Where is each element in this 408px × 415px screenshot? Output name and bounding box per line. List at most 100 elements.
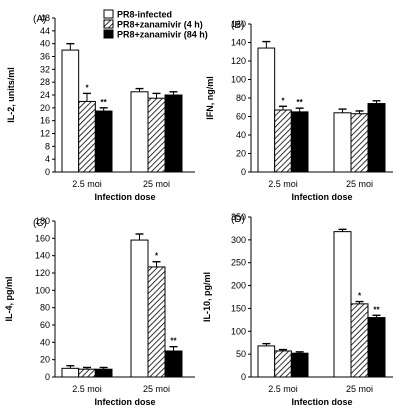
y-tick-label: 28 bbox=[40, 77, 50, 87]
bar-2-5-moi-series-3 bbox=[290, 352, 309, 378]
y-axis-label: IL-2, units/ml bbox=[6, 67, 16, 123]
legend-swatch-3 bbox=[103, 29, 114, 39]
bar-2-5-moi-series-2 bbox=[274, 350, 292, 378]
legend-swatch-1 bbox=[103, 9, 114, 19]
y-tick-label: 80 bbox=[236, 93, 246, 103]
bar-25-moi-series-1 bbox=[130, 91, 149, 173]
x-tick-label: 25 moi bbox=[346, 384, 373, 394]
y-tick-label: 350 bbox=[231, 212, 246, 222]
bar-25-moi-series-2 bbox=[350, 303, 369, 378]
y-tick-label: 120 bbox=[35, 268, 50, 278]
y-tick-label: 60 bbox=[40, 320, 50, 330]
panel-label: (D) bbox=[231, 214, 245, 225]
bar-2-5-moi-series-3 bbox=[290, 111, 309, 173]
bar-2-5-moi-series-1 bbox=[61, 367, 80, 378]
y-tick-label: 0 bbox=[241, 167, 246, 177]
y-tick-label: 8 bbox=[45, 141, 50, 151]
y-tick-label: 0 bbox=[45, 372, 50, 382]
significance-marker: * bbox=[358, 292, 362, 301]
bar-25-moi-series-2 bbox=[147, 266, 166, 378]
bar-25-moi-series-3 bbox=[367, 317, 386, 378]
bar-25-moi-series-3 bbox=[367, 103, 386, 173]
bar-25-moi-series-2 bbox=[350, 113, 369, 173]
x-tick-label: 2.5 moi bbox=[72, 384, 102, 394]
bar-2-5-moi-series-1 bbox=[61, 49, 80, 173]
chart-panel-3: 0 20 40 60 80 100 120 140 160 180(C) IL-4, pg/ml In… bbox=[4, 216, 195, 407]
y-axis-label: IFN, ng/ml bbox=[205, 76, 215, 120]
y-axis-label: IL-4, pg/ml bbox=[4, 277, 14, 322]
y-tick-label: 250 bbox=[231, 258, 246, 268]
y-tick-label: 100 bbox=[35, 285, 50, 295]
y-tick-label: 80 bbox=[40, 303, 50, 313]
x-tick-label: 2.5 moi bbox=[268, 179, 298, 189]
bar-2-5-moi-series-2 bbox=[78, 100, 96, 173]
legend-label-2: PR8+zanamivir (4 h) bbox=[117, 20, 203, 30]
y-tick-label: 180 bbox=[35, 216, 50, 226]
chart-panel-4: 0 50 100 150 200 250 300 350(D) IL-10, pg/ml Infe… bbox=[202, 212, 393, 407]
y-tick-label: 44 bbox=[40, 26, 50, 36]
y-tick-label: 300 bbox=[231, 235, 246, 245]
legend-swatch-2 bbox=[103, 19, 114, 29]
y-tick-label: 50 bbox=[236, 349, 246, 359]
bar-2-5-moi-series-3 bbox=[94, 110, 113, 173]
panel-label: (A) bbox=[33, 14, 46, 25]
panel-label: (C) bbox=[33, 218, 47, 229]
y-tick-label: 20 bbox=[40, 103, 50, 113]
y-tick-label: 160 bbox=[35, 233, 50, 243]
y-tick-label: 4 bbox=[45, 154, 50, 164]
bar-25-moi-series-2 bbox=[147, 97, 166, 173]
x-tick-label: 25 moi bbox=[143, 384, 170, 394]
bar-25-moi-series-3 bbox=[164, 94, 183, 173]
y-tick-label: 36 bbox=[40, 52, 50, 62]
x-axis-label: Infection dose bbox=[291, 192, 352, 202]
y-tick-label: 160 bbox=[231, 19, 246, 29]
y-tick-label: 16 bbox=[40, 116, 50, 126]
legend-label-3: PR8+zanamivir (84 h) bbox=[117, 30, 208, 40]
x-axis-label: Infection dose bbox=[94, 192, 155, 202]
y-tick-label: 40 bbox=[236, 130, 246, 140]
bar-25-moi-series-1 bbox=[333, 112, 352, 173]
bar-25-moi-series-1 bbox=[130, 239, 149, 378]
y-tick-label: 0 bbox=[45, 167, 50, 177]
significance-marker: * bbox=[155, 252, 159, 261]
y-tick-label: 20 bbox=[236, 149, 246, 159]
significance-marker: ** bbox=[297, 98, 304, 107]
chart-panel-2: 0 20 40 60 80 100 120 140 160(B) IFN, ng/ml Infect… bbox=[205, 19, 393, 202]
bar-2-5-moi-series-1 bbox=[257, 345, 276, 378]
bar-25-moi-series-1 bbox=[333, 231, 352, 378]
bar-2-5-moi-series-2 bbox=[78, 368, 96, 378]
y-tick-label: 0 bbox=[241, 372, 246, 382]
x-axis-label: Infection dose bbox=[94, 397, 155, 407]
legend-label-1: PR8-infected bbox=[117, 10, 172, 20]
significance-marker: ** bbox=[373, 305, 380, 314]
y-tick-label: 100 bbox=[231, 75, 246, 85]
x-tick-label: 25 moi bbox=[143, 179, 170, 189]
bar-2-5-moi-series-3 bbox=[94, 368, 113, 378]
significance-marker: ** bbox=[170, 337, 177, 346]
y-tick-label: 100 bbox=[231, 326, 246, 336]
significance-marker: ** bbox=[101, 98, 108, 107]
x-tick-label: 2.5 moi bbox=[72, 179, 102, 189]
y-tick-label: 40 bbox=[40, 39, 50, 49]
panel-label: (B) bbox=[231, 20, 244, 31]
bar-2-5-moi-series-2 bbox=[274, 109, 292, 173]
y-tick-label: 12 bbox=[40, 129, 50, 139]
y-tick-label: 200 bbox=[231, 281, 246, 291]
bar-25-moi-series-3 bbox=[164, 350, 183, 378]
y-tick-label: 60 bbox=[236, 112, 246, 122]
significance-marker: * bbox=[85, 83, 89, 92]
y-tick-label: 150 bbox=[231, 303, 246, 313]
bar-2-5-moi-series-1 bbox=[257, 47, 276, 173]
x-tick-label: 25 moi bbox=[346, 179, 373, 189]
x-tick-label: 2.5 moi bbox=[268, 384, 298, 394]
x-axis-label: Infection dose bbox=[291, 397, 352, 407]
y-tick-label: 140 bbox=[231, 38, 246, 48]
y-tick-label: 32 bbox=[40, 64, 50, 74]
significance-marker: * bbox=[281, 96, 285, 105]
y-tick-label: 48 bbox=[40, 13, 50, 23]
y-tick-label: 120 bbox=[231, 56, 246, 66]
